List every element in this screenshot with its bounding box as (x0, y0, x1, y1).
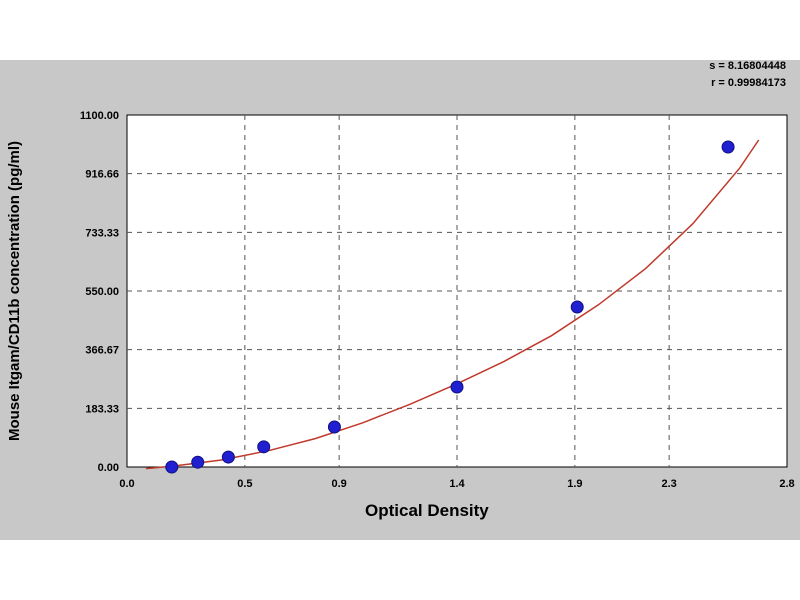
y-tick-label: 733.33 (85, 227, 119, 239)
data-point (257, 440, 271, 454)
x-tick-label: 2.8 (779, 478, 794, 490)
data-points (165, 140, 735, 474)
x-tick-label: 0.5 (237, 478, 252, 490)
x-tick-label: 0.0 (119, 478, 134, 490)
x-axis-label: Optical Density (365, 501, 489, 520)
data-point (450, 380, 464, 394)
y-tick-label: 0.00 (98, 462, 119, 474)
stat-s-value: s = 8.16804448 (709, 60, 786, 72)
data-point (327, 420, 341, 434)
y-tick-label: 183.33 (85, 403, 119, 415)
x-tick-label: 1.4 (449, 478, 465, 490)
x-tick-label: 2.3 (661, 478, 676, 490)
y-tick-label: 916.66 (85, 169, 119, 181)
chart-figure: s = 8.16804448 r = 0.99984173 0.00 183.33… (0, 60, 800, 540)
stat-r-value: r = 0.99984173 (711, 77, 786, 89)
grid (127, 115, 787, 467)
data-point (165, 460, 179, 474)
data-point (570, 300, 584, 314)
y-axis-label: Mouse Itgam/CD11b concentration (pg/ml) (6, 140, 23, 441)
data-point (191, 455, 205, 469)
y-tick-label: 366.67 (85, 345, 119, 357)
data-point (721, 140, 735, 154)
axes: 0.00 183.33 366.67 550.00 733.33 916.66 1100.0… (80, 110, 795, 490)
chart-plot: 0.00 183.33 366.67 550.00 733.33 916.66 1100.0… (80, 110, 795, 490)
y-tick-label: 1100.00 (80, 110, 119, 122)
y-tick-label: 550.00 (85, 286, 119, 298)
x-tick-label: 1.9 (567, 478, 582, 490)
x-tick-label: 0.9 (331, 478, 346, 490)
data-point (221, 450, 235, 464)
